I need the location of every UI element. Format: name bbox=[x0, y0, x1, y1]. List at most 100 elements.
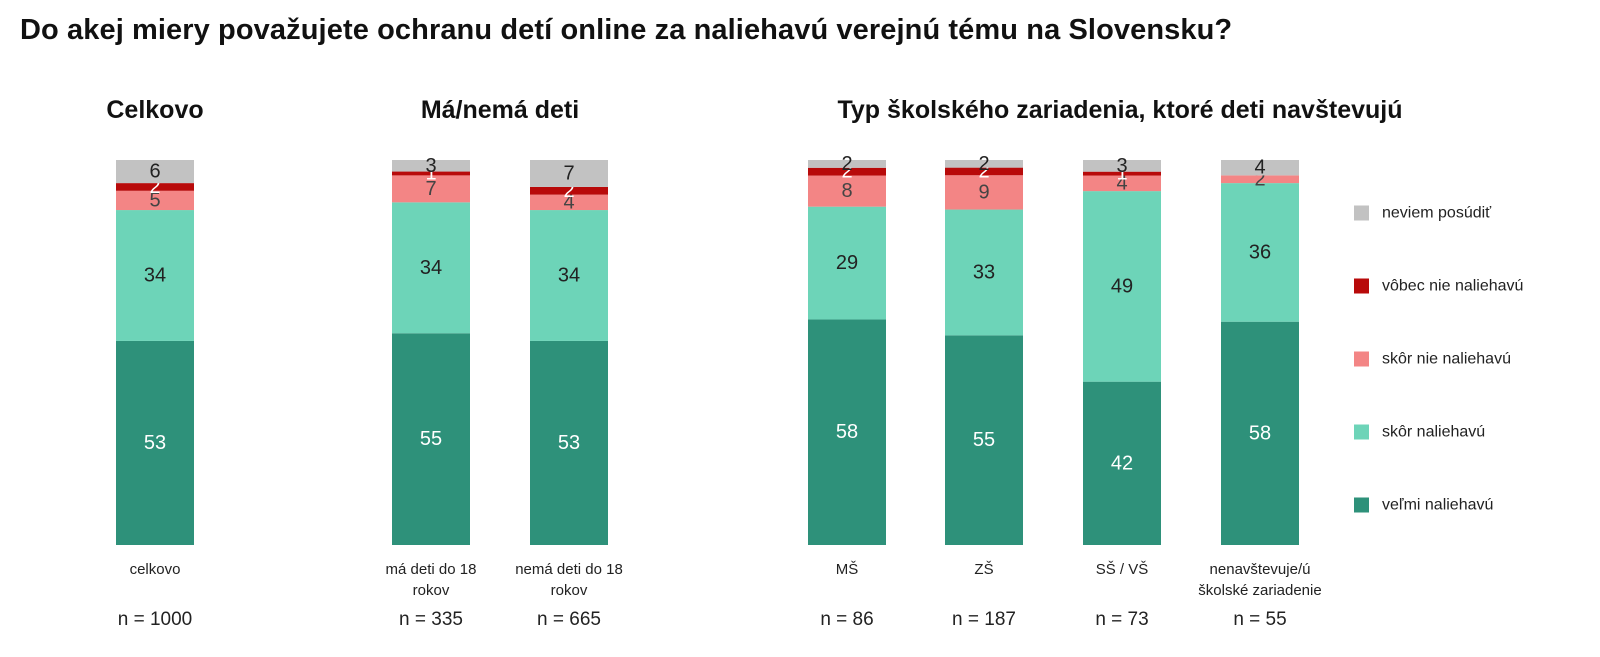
group-title: Má/nemá deti bbox=[421, 96, 579, 124]
legend-label: skôr nie naliehavú bbox=[1382, 351, 1511, 368]
bar-segment bbox=[1083, 160, 1161, 172]
legend-label: veľmi naliehavú bbox=[1382, 497, 1493, 514]
bar-segment bbox=[1221, 160, 1299, 176]
sample-size-label: n = 187 bbox=[952, 609, 1016, 630]
legend-label: vôbec nie naliehavú bbox=[1382, 278, 1523, 295]
legend-swatch bbox=[1354, 497, 1369, 513]
bar-segment bbox=[116, 340, 194, 545]
bar-segment bbox=[945, 209, 1023, 336]
chart-title: Do akej miery považujete ochranu detí on… bbox=[20, 14, 1233, 46]
data-label: 2 bbox=[978, 153, 989, 175]
bar-segment bbox=[1221, 183, 1299, 322]
bar-segment bbox=[945, 167, 1023, 176]
category-label: školské zariadenie bbox=[1198, 582, 1321, 599]
data-label: 55 bbox=[420, 428, 442, 450]
bar-segment bbox=[1221, 321, 1299, 545]
bar-segment bbox=[392, 160, 470, 172]
sample-size-label: n = 665 bbox=[537, 609, 601, 630]
sample-size-label: n = 335 bbox=[399, 609, 463, 630]
bar-segment bbox=[116, 210, 194, 341]
category-label: MŠ bbox=[836, 561, 859, 578]
data-label: 2 bbox=[563, 180, 574, 202]
category-label: rokov bbox=[413, 582, 450, 599]
bar-segment bbox=[808, 160, 886, 168]
legend-swatch bbox=[1354, 351, 1369, 367]
bar-segment bbox=[116, 190, 194, 211]
bar-segment bbox=[392, 333, 470, 545]
data-label: 33 bbox=[973, 261, 995, 283]
data-label: 9 bbox=[978, 181, 989, 203]
legend-label: neviem posúdiť bbox=[1382, 205, 1492, 222]
bar-segment bbox=[392, 202, 470, 334]
legend-swatch bbox=[1354, 424, 1369, 440]
bar-segment bbox=[945, 335, 1023, 545]
data-label: 58 bbox=[836, 421, 858, 443]
data-label: 55 bbox=[973, 429, 995, 451]
data-label: 8 bbox=[841, 180, 852, 202]
category-label: nemá deti do 18 bbox=[515, 561, 623, 578]
data-label: 4 bbox=[1116, 172, 1127, 194]
category-label: ZŠ bbox=[974, 561, 993, 578]
data-label: 2 bbox=[149, 176, 160, 198]
data-label: 29 bbox=[836, 252, 858, 274]
data-label: 7 bbox=[563, 162, 574, 184]
bar-segment bbox=[1083, 381, 1161, 545]
legend-swatch bbox=[1354, 205, 1369, 221]
data-label: 4 bbox=[1254, 157, 1265, 179]
data-label: 34 bbox=[558, 265, 580, 287]
bar-segment bbox=[1083, 171, 1161, 176]
data-label: 58 bbox=[1249, 422, 1271, 444]
category-label: nenavštevuje/ú bbox=[1210, 561, 1311, 578]
group-title: Celkovo bbox=[106, 96, 203, 124]
data-label: 53 bbox=[144, 432, 166, 454]
data-label: 34 bbox=[144, 265, 166, 287]
data-label: 36 bbox=[1249, 241, 1271, 263]
data-label: 49 bbox=[1111, 275, 1133, 297]
sample-size-label: n = 73 bbox=[1095, 609, 1148, 630]
data-label: 34 bbox=[420, 257, 442, 279]
data-label: 5 bbox=[149, 189, 160, 211]
bar-segment bbox=[808, 319, 886, 545]
data-label: 4 bbox=[563, 191, 574, 213]
data-label: 3 bbox=[425, 155, 436, 177]
bar-segment bbox=[116, 183, 194, 191]
bar-segment bbox=[530, 160, 608, 187]
bar-segment bbox=[116, 160, 194, 184]
data-label: 1 bbox=[1116, 163, 1127, 185]
bar-segment bbox=[808, 175, 886, 207]
data-label: 2 bbox=[978, 160, 989, 182]
data-label: 6 bbox=[149, 161, 160, 183]
bar-segment bbox=[392, 171, 470, 176]
legend-label: skôr naliehavú bbox=[1382, 424, 1485, 441]
data-label: 2 bbox=[841, 153, 852, 175]
bar-segment bbox=[1083, 175, 1161, 192]
bar-segment bbox=[808, 206, 886, 320]
data-label: 3 bbox=[1116, 155, 1127, 177]
bar-segment bbox=[530, 210, 608, 341]
data-label: 2 bbox=[841, 161, 852, 183]
bar-segment bbox=[945, 175, 1023, 210]
data-label: 2 bbox=[1254, 168, 1265, 190]
category-label: rokov bbox=[551, 582, 588, 599]
data-label: 42 bbox=[1111, 452, 1133, 474]
data-label: 53 bbox=[558, 432, 580, 454]
sample-size-label: n = 86 bbox=[820, 609, 873, 630]
data-label: 7 bbox=[425, 178, 436, 200]
bar-segment bbox=[945, 160, 1023, 168]
bar-segment bbox=[1083, 191, 1161, 382]
category-label: SŠ / VŠ bbox=[1096, 561, 1149, 578]
bar-segment bbox=[808, 167, 886, 176]
bar-segment bbox=[530, 194, 608, 211]
group-title: Typ školského zariadenia, ktoré deti nav… bbox=[837, 96, 1402, 124]
legend-swatch bbox=[1354, 278, 1369, 294]
category-label: celkovo bbox=[130, 561, 181, 578]
category-label: má deti do 18 bbox=[386, 561, 477, 578]
bar-segment bbox=[1221, 175, 1299, 184]
sample-size-label: n = 55 bbox=[1233, 609, 1286, 630]
sample-size-label: n = 1000 bbox=[118, 609, 193, 630]
bar-segment bbox=[530, 186, 608, 195]
data-label: 1 bbox=[425, 162, 436, 184]
bar-segment bbox=[530, 340, 608, 545]
bar-segment bbox=[392, 175, 470, 203]
